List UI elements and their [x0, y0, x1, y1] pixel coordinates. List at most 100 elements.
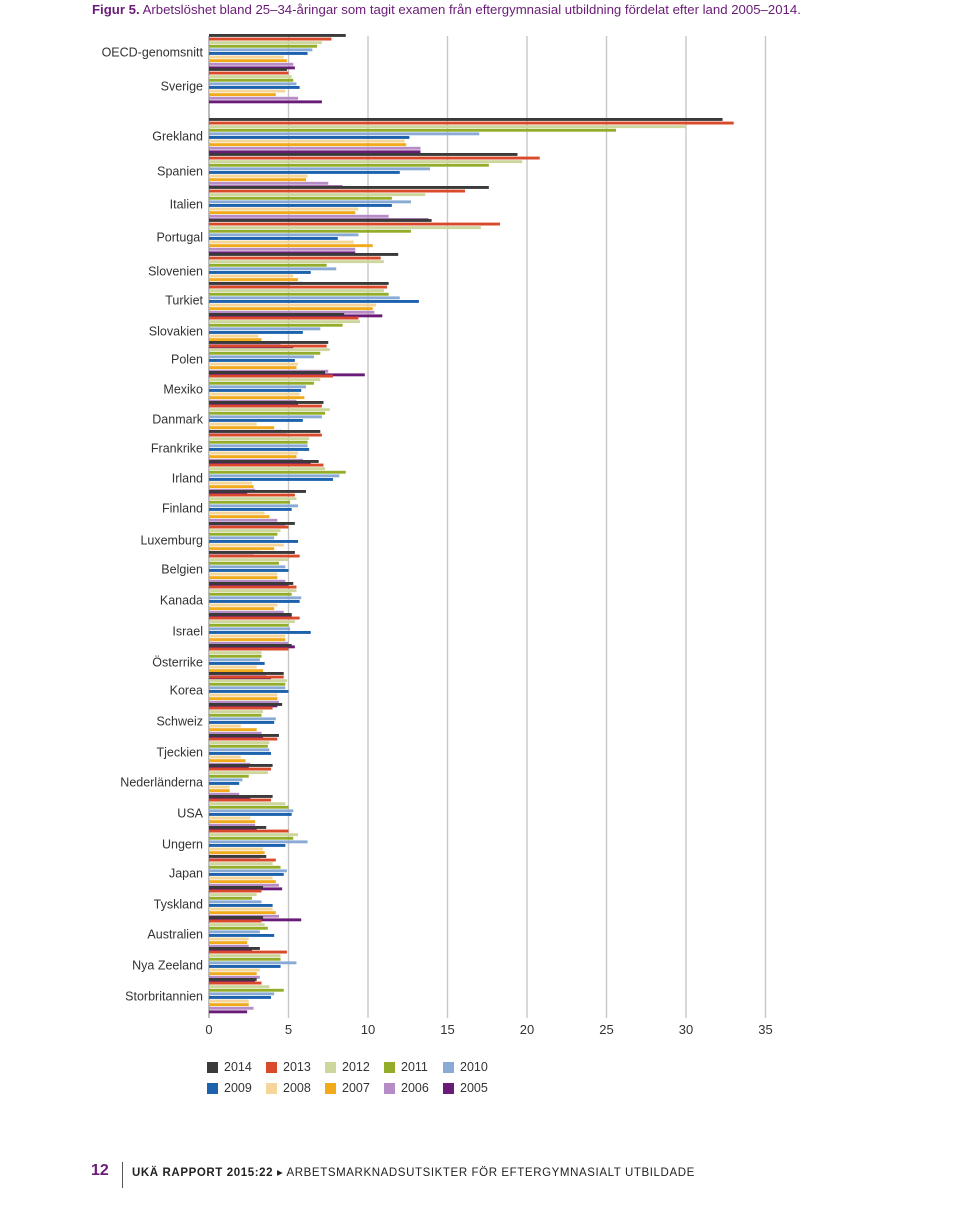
- bar-2008: [209, 240, 354, 244]
- bar-2009: [209, 600, 300, 603]
- bar-2010: [209, 840, 308, 844]
- category-label: Tjeckien: [156, 746, 203, 760]
- legend-swatch: [443, 1082, 454, 1094]
- bar-2012: [209, 862, 273, 866]
- category-label: Storbritannien: [125, 990, 203, 1004]
- bar-2014: [209, 153, 518, 156]
- bar-2014: [209, 978, 257, 981]
- bar-2009: [209, 508, 292, 511]
- bar-2008: [209, 937, 249, 941]
- legend-label: 2005: [460, 1081, 488, 1095]
- bar-2007: [209, 911, 276, 915]
- bar-2014: [209, 186, 489, 189]
- bar-2013: [209, 737, 278, 741]
- bar-2012: [209, 260, 384, 264]
- x-tick-label: 5: [285, 1022, 292, 1037]
- bar-chart: OECD-genomsnitt Sverige Grekland Spanien Ita…: [102, 34, 773, 1037]
- legend-item: 2008: [266, 1081, 325, 1095]
- bar-2009: [209, 631, 311, 634]
- footer-divider: [122, 1162, 123, 1188]
- bar-2007: [209, 547, 275, 551]
- category-label: Österrike: [152, 656, 203, 670]
- x-tick-label: 30: [679, 1022, 693, 1037]
- bar-2013: [209, 767, 272, 771]
- bar-2006: [209, 96, 299, 100]
- report-subtitle: ARBETSMARKNADSUTSIKTER FÖR EFTERGYMNASIA…: [286, 1167, 695, 1179]
- legend-swatch: [207, 1082, 218, 1094]
- bar-2013: [209, 344, 327, 348]
- bar-2011: [209, 744, 268, 748]
- bar-2008: [209, 876, 273, 880]
- bar-2006: [209, 731, 262, 735]
- bar-2008: [209, 634, 286, 638]
- bar-2007: [209, 244, 373, 248]
- bar-2010: [209, 355, 314, 359]
- legend-item: 2005: [443, 1081, 502, 1095]
- bar-2008: [209, 392, 300, 396]
- category-label: Italien: [170, 198, 203, 212]
- category-label: Belgien: [161, 563, 203, 577]
- bar-2006: [209, 247, 356, 251]
- bar-2014: [209, 916, 264, 919]
- bar-2006: [209, 883, 279, 887]
- bar-2012: [209, 771, 268, 775]
- bar-2010: [209, 748, 270, 752]
- bar-2013: [209, 71, 289, 75]
- bar-2010: [209, 132, 480, 136]
- bar-2007: [209, 178, 306, 182]
- bar-2009: [209, 204, 392, 207]
- bar-2011: [209, 196, 392, 200]
- bar-2008: [209, 89, 286, 93]
- bar-2007: [209, 820, 256, 824]
- bar-2011: [209, 774, 249, 778]
- bar-2008: [209, 207, 359, 211]
- legend-swatch: [266, 1061, 277, 1073]
- bar-2011: [209, 682, 286, 686]
- bar-2007: [209, 607, 275, 611]
- bar-2009: [209, 662, 265, 665]
- category-label: Nederländerna: [120, 776, 203, 790]
- bar-2006: [209, 214, 389, 218]
- bar-2010: [209, 82, 297, 86]
- bar-2012: [209, 348, 330, 352]
- bar-2007: [209, 697, 278, 701]
- legend-label: 2010: [460, 1060, 488, 1074]
- bar-2012: [209, 75, 292, 79]
- bar-2008: [209, 968, 260, 972]
- category-labels: OECD-genomsnitt Sverige Grekland Spanien Ita…: [102, 46, 204, 1004]
- figure-caption: Arbetslöshet bland 25–34-åringar som tag…: [142, 2, 801, 17]
- bar-2013: [209, 706, 273, 710]
- bar-2010: [209, 717, 276, 721]
- bar-2014: [209, 430, 321, 433]
- bar-2007: [209, 880, 276, 884]
- bar-2011: [209, 351, 321, 355]
- bar-2013: [209, 189, 465, 193]
- bar-2013: [209, 285, 388, 289]
- bar-2010: [209, 869, 287, 873]
- bar-2011: [209, 470, 346, 474]
- arrow-icon: ▸: [276, 1167, 284, 1179]
- bar-2009: [209, 569, 289, 572]
- bar-2007: [209, 278, 299, 282]
- bar-2006: [209, 944, 249, 948]
- x-tick-label: 15: [440, 1022, 454, 1037]
- bar-2012: [209, 320, 361, 324]
- category-label: Tyskland: [154, 898, 203, 912]
- bar-2008: [209, 543, 284, 547]
- bar-2009: [209, 813, 292, 816]
- bar-2008: [209, 724, 241, 728]
- bar-2013: [209, 156, 540, 160]
- bar-2007: [209, 485, 254, 489]
- bar-2009: [209, 52, 308, 55]
- bar-2014: [209, 795, 273, 798]
- legend-label: 2012: [342, 1060, 370, 1074]
- bar-2008: [209, 139, 405, 143]
- bar-2014: [209, 734, 279, 737]
- bar-2008: [209, 816, 251, 820]
- bar-2009: [209, 171, 400, 174]
- bar-2010: [209, 992, 275, 996]
- bar-2012: [209, 954, 281, 958]
- x-axis-ticks: 0 5 10 15 20 25 30 35: [205, 1022, 772, 1037]
- bar-2012: [209, 160, 523, 164]
- bar-2010: [209, 200, 411, 204]
